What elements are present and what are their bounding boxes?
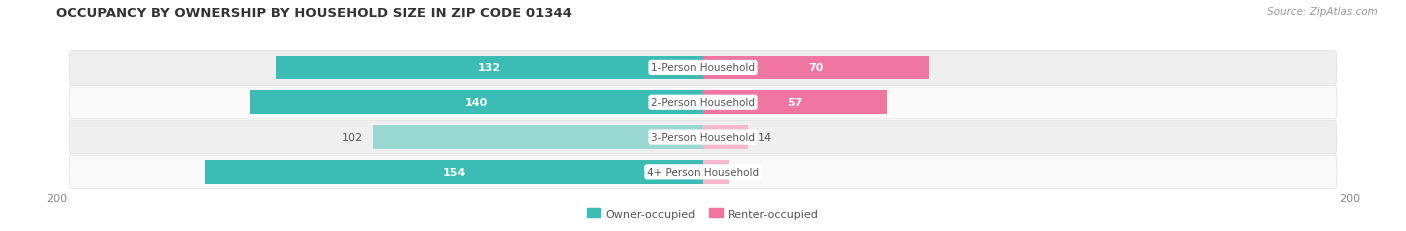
FancyBboxPatch shape bbox=[69, 155, 1337, 189]
Text: 154: 154 bbox=[443, 167, 465, 177]
Text: 8: 8 bbox=[738, 167, 745, 177]
Legend: Owner-occupied, Renter-occupied: Owner-occupied, Renter-occupied bbox=[582, 204, 824, 223]
Text: 4+ Person Household: 4+ Person Household bbox=[647, 167, 759, 177]
Text: 102: 102 bbox=[342, 132, 364, 143]
Text: 1-Person Household: 1-Person Household bbox=[651, 63, 755, 73]
Text: 140: 140 bbox=[465, 98, 488, 108]
Text: 2-Person Household: 2-Person Household bbox=[651, 98, 755, 108]
Bar bbox=[703, 91, 887, 115]
Bar bbox=[703, 160, 728, 184]
Bar bbox=[703, 126, 748, 149]
FancyBboxPatch shape bbox=[69, 86, 1337, 119]
Text: 70: 70 bbox=[808, 63, 824, 73]
FancyBboxPatch shape bbox=[69, 52, 1337, 85]
Text: 132: 132 bbox=[478, 63, 501, 73]
Text: 57: 57 bbox=[787, 98, 803, 108]
Text: Source: ZipAtlas.com: Source: ZipAtlas.com bbox=[1267, 7, 1378, 17]
Bar bbox=[703, 56, 929, 80]
Text: 14: 14 bbox=[758, 132, 772, 143]
Bar bbox=[205, 160, 703, 184]
Text: 3-Person Household: 3-Person Household bbox=[651, 132, 755, 143]
Bar bbox=[276, 56, 703, 80]
Bar bbox=[373, 126, 703, 149]
FancyBboxPatch shape bbox=[69, 121, 1337, 154]
Text: OCCUPANCY BY OWNERSHIP BY HOUSEHOLD SIZE IN ZIP CODE 01344: OCCUPANCY BY OWNERSHIP BY HOUSEHOLD SIZE… bbox=[56, 7, 572, 20]
Bar bbox=[250, 91, 703, 115]
